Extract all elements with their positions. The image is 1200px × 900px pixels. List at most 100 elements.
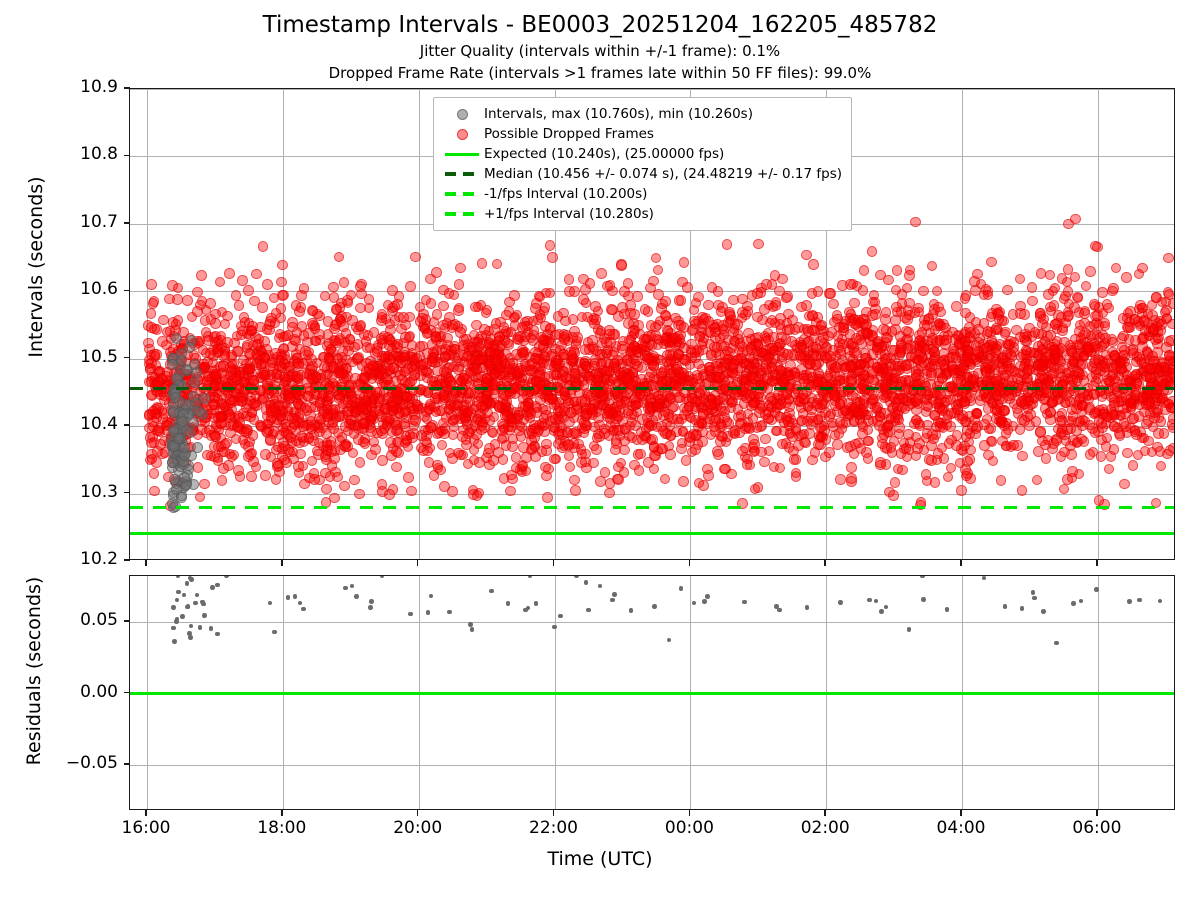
- data-point-dropped-frame: [487, 427, 499, 439]
- data-point-dropped-frame: [248, 414, 259, 425]
- data-point-dropped-frame: [591, 444, 602, 455]
- data-point-dropped-frame: [303, 433, 315, 444]
- data-point-dropped-frame: [858, 328, 869, 340]
- data-point-dropped-frame: [703, 316, 714, 327]
- data-point-dropped-frame: [752, 339, 764, 350]
- data-point-dropped-frame: [942, 471, 954, 483]
- data-point-dropped-frame: [872, 342, 883, 354]
- data-point-dropped-frame: [241, 410, 252, 422]
- data-point-dropped-frame: [246, 325, 257, 336]
- data-point-dropped-frame: [167, 280, 178, 291]
- data-point-dropped-frame: [710, 426, 721, 437]
- data-point-dropped-frame: [743, 359, 755, 371]
- data-point-dropped-frame: [570, 376, 581, 387]
- data-point-dropped-frame: [1015, 331, 1026, 343]
- data-point-dropped-frame: [528, 329, 539, 340]
- data-point-dropped-frame: [881, 332, 892, 343]
- data-point-dropped-frame: [175, 356, 187, 367]
- data-point-dropped-frame: [760, 433, 771, 445]
- data-point-dropped-frame: [896, 340, 907, 351]
- data-point-dropped-frame: [547, 252, 558, 263]
- data-point-dropped-frame: [778, 347, 790, 359]
- data-point-dropped-frame: [1123, 322, 1134, 333]
- data-point-dropped-frame: [204, 371, 215, 382]
- data-point-dropped-frame: [178, 339, 190, 350]
- data-point-dropped-frame: [844, 306, 855, 318]
- data-point-dropped-frame: [632, 361, 643, 372]
- data-point-dropped-frame: [554, 434, 565, 446]
- data-point-dropped-frame: [910, 450, 922, 461]
- data-point-dropped-frame: [232, 346, 243, 357]
- data-point-dropped-frame: [468, 444, 480, 456]
- data-point-dropped-frame: [1129, 314, 1141, 325]
- data-point-dropped-frame: [571, 335, 583, 347]
- data-point-dropped-frame: [587, 341, 598, 353]
- data-point-dropped-frame: [855, 443, 867, 454]
- data-point-dropped-frame: [296, 321, 308, 332]
- data-point-dropped-frame: [663, 336, 674, 348]
- data-point-dropped-frame: [174, 388, 185, 400]
- data-point-dropped-frame: [391, 446, 402, 457]
- data-point-dropped-frame: [1146, 362, 1158, 374]
- data-point-dropped-frame: [1039, 394, 1050, 405]
- data-point-dropped-frame: [846, 369, 857, 380]
- data-point-dropped-frame: [866, 331, 878, 342]
- data-point-dropped-frame: [849, 401, 861, 413]
- data-point-dropped-frame: [1082, 343, 1093, 354]
- data-point-dropped-frame: [212, 335, 224, 347]
- data-point-dropped-frame: [216, 368, 227, 379]
- data-point-dropped-frame: [304, 472, 315, 483]
- data-point-dropped-frame: [190, 401, 202, 412]
- data-point-dropped-frame: [728, 335, 740, 347]
- data-point-dropped-frame: [859, 370, 871, 381]
- data-point-dropped-frame: [825, 408, 837, 420]
- data-point-dropped-frame: [196, 361, 208, 373]
- data-point-dropped-frame: [904, 309, 915, 321]
- data-point-dropped-frame: [811, 360, 822, 371]
- data-point-dropped-frame: [231, 330, 243, 342]
- data-point-dropped-frame: [886, 374, 897, 386]
- data-point-dropped-frame: [191, 398, 202, 410]
- data-point-dropped-frame: [583, 362, 594, 374]
- data-point-dropped-frame: [1114, 430, 1126, 441]
- data-point-dropped-frame: [719, 412, 730, 423]
- data-point-dropped-frame: [767, 343, 778, 354]
- data-point-dropped-frame: [1147, 351, 1158, 362]
- data-point-dropped-frame: [632, 398, 644, 410]
- data-point-dropped-frame: [148, 437, 160, 448]
- data-point-dropped-frame: [1155, 460, 1167, 472]
- data-point-dropped-frame: [284, 393, 295, 404]
- data-point-dropped-frame: [200, 412, 211, 423]
- data-point-dropped-frame: [584, 278, 596, 289]
- data-point-dropped-frame: [711, 371, 722, 383]
- data-point-dropped-frame: [644, 372, 655, 383]
- data-point-dropped-frame: [839, 376, 850, 387]
- data-point-dropped-frame: [793, 396, 805, 407]
- data-point-dropped-frame: [271, 368, 283, 380]
- data-point-dropped-frame: [1152, 392, 1164, 404]
- data-point-dropped-frame: [529, 441, 541, 452]
- data-point-dropped-frame: [211, 422, 222, 434]
- data-point-dropped-frame: [684, 431, 695, 442]
- data-point-dropped-frame: [748, 446, 760, 457]
- data-point-dropped-frame: [283, 371, 295, 382]
- data-point-dropped-frame: [1072, 291, 1083, 303]
- data-point-dropped-frame: [299, 478, 310, 490]
- data-point-dropped-frame: [735, 410, 747, 421]
- data-point-dropped-frame: [938, 335, 950, 346]
- data-point-dropped-frame: [264, 400, 276, 411]
- data-point-dropped-frame: [815, 422, 826, 434]
- data-point-dropped-frame: [335, 369, 347, 380]
- data-point-dropped-frame: [759, 330, 771, 342]
- data-point-dropped-frame: [611, 438, 622, 449]
- data-point-dropped-frame: [505, 413, 517, 425]
- data-point-dropped-frame: [879, 363, 891, 375]
- data-point-dropped-frame: [313, 437, 325, 449]
- data-point-dropped-frame: [506, 469, 517, 481]
- data-point-dropped-frame: [541, 470, 552, 481]
- data-point-dropped-frame: [781, 397, 792, 409]
- data-point-dropped-frame: [164, 293, 175, 305]
- data-point-dropped-frame: [610, 361, 621, 372]
- data-point-dropped-frame: [1136, 302, 1148, 314]
- data-point-dropped-frame: [265, 316, 276, 327]
